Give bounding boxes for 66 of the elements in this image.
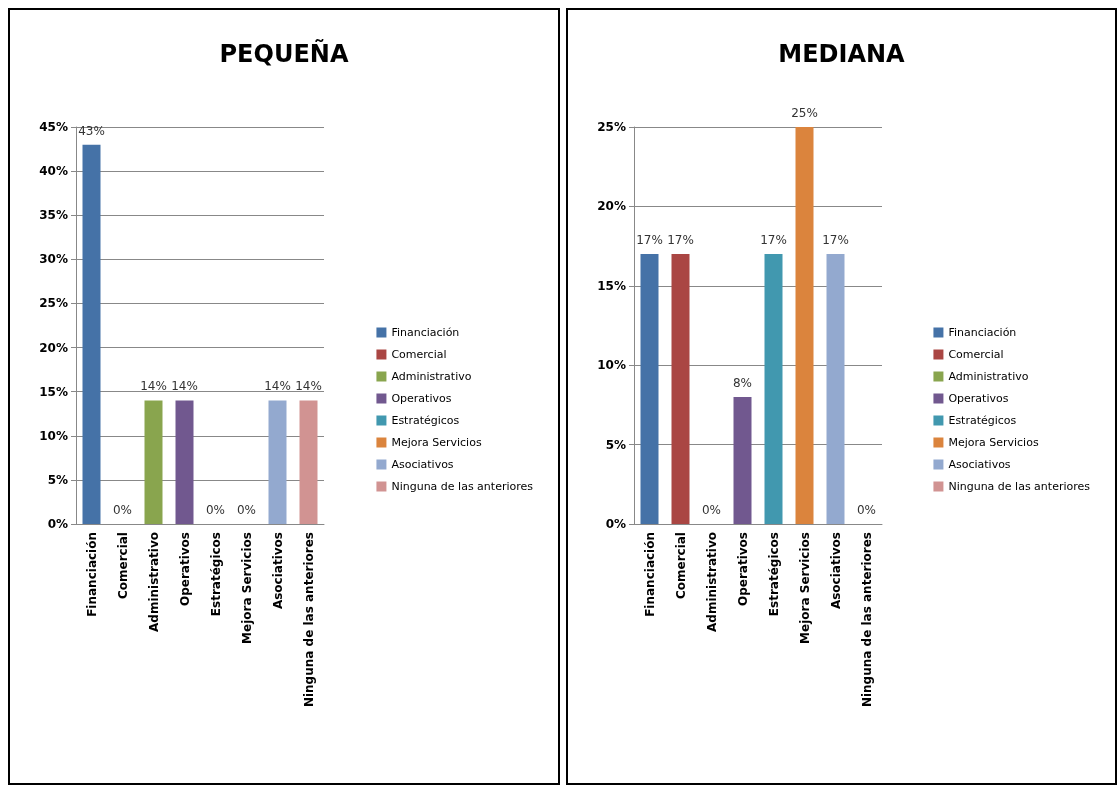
y-tick-label: 5% (47, 472, 68, 487)
data-label: 17% (822, 233, 849, 248)
legend-label: Administrativo (948, 370, 1029, 383)
data-label: 0% (701, 503, 722, 517)
data-label: 17% (760, 233, 787, 248)
data-label: 0% (856, 503, 877, 517)
y-tick-label: 40% (39, 164, 68, 179)
legend-label: Operativos (391, 392, 452, 405)
legend-label: Mejora Servicios (948, 436, 1039, 449)
data-label: 0% (236, 503, 257, 517)
data-label: 14% (295, 379, 322, 394)
y-tick-label: 10% (39, 428, 68, 443)
data-label: 17% (667, 233, 694, 248)
chart-title: PEQUEÑA (219, 39, 349, 68)
legend-label: Administrativo (391, 370, 472, 383)
x-tick-label: Estratégicos (766, 532, 781, 617)
data-label: 14% (264, 379, 291, 394)
x-tick-label: Asociativos (828, 532, 843, 610)
y-tick-label: 45% (39, 120, 68, 134)
legend-label: Financiación (948, 326, 1017, 339)
chart-title: MEDIANA (778, 40, 906, 68)
x-tick-label: Financiación (642, 532, 657, 617)
y-tick-label: 25% (597, 120, 626, 134)
y-tick-label: 0% (605, 517, 626, 531)
y-tick-label: 20% (39, 340, 68, 355)
x-tick-label: Estratégicos (208, 532, 223, 617)
data-label: 14% (140, 379, 167, 394)
y-tick-label: 5% (605, 437, 626, 452)
x-tick-label: Administrativo (146, 532, 161, 632)
x-tick-label: Comercial (115, 532, 130, 600)
x-tick-label: Asociativos (270, 532, 285, 610)
data-label: 0% (205, 503, 226, 517)
legend-label: Comercial (948, 348, 1004, 361)
legend-label: Ninguna de las anteriores (391, 480, 534, 493)
legend-label: Financiación (391, 326, 460, 339)
data-label: 17% (636, 233, 663, 248)
legend-label: Asociativos (391, 458, 454, 471)
legend-label: Operativos (948, 392, 1009, 405)
x-tick-label: Ninguna de las anteriores (301, 532, 316, 708)
data-label: 25% (791, 106, 818, 120)
x-tick-label: Operativos (735, 532, 750, 607)
legend-label: Ninguna de las anteriores (948, 480, 1091, 493)
x-tick-label: Mejora Servicios (797, 532, 812, 644)
x-tick-label: Administrativo (704, 532, 719, 632)
data-label: 8% (732, 375, 753, 390)
legend-label: Estratégicos (948, 414, 1017, 427)
y-tick-label: 0% (47, 517, 68, 531)
x-tick-label: Mejora Servicios (239, 532, 254, 644)
x-tick-label: Ninguna de las anteriores (859, 532, 874, 708)
data-label: 43% (78, 123, 105, 138)
y-tick-label: 15% (597, 278, 626, 293)
y-tick-label: 35% (39, 208, 68, 223)
y-tick-label: 10% (597, 358, 626, 373)
data-label: 0% (112, 503, 133, 517)
x-tick-label: Financiación (84, 532, 99, 617)
legend-label: Comercial (391, 348, 447, 361)
y-tick-label: 15% (39, 384, 68, 399)
data-label: 14% (171, 379, 198, 394)
legend-label: Asociativos (948, 458, 1011, 471)
y-tick-label: 25% (39, 296, 68, 311)
x-tick-label: Operativos (177, 532, 192, 607)
x-tick-label: Comercial (673, 532, 688, 600)
y-tick-label: 30% (39, 252, 68, 267)
legend-label: Estratégicos (391, 414, 460, 427)
legend-label: Mejora Servicios (391, 436, 482, 449)
y-tick-label: 20% (597, 199, 626, 214)
